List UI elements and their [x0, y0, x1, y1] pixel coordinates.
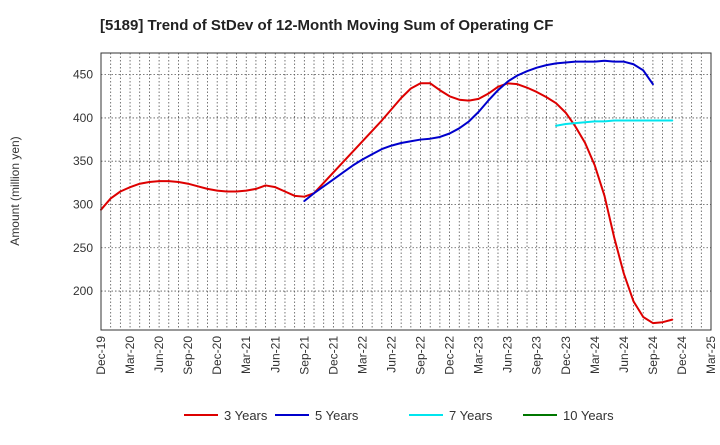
y-tick-label: 250 — [73, 241, 93, 255]
series-line-0 — [100, 82, 674, 325]
legend: 3 Years 5 Years 7 Years 10 Years — [184, 408, 614, 423]
x-tick-label: Mar-24 — [588, 336, 602, 374]
legend-label-0: 3 Years — [224, 408, 268, 423]
x-tick-label: Mar-22 — [355, 336, 369, 374]
legend-label-1: 5 Years — [315, 408, 359, 423]
series-line-2 — [555, 119, 674, 127]
x-tick-label: Dec-19 — [94, 336, 108, 375]
plot-frame — [100, 52, 712, 331]
x-tick-label: Sep-22 — [414, 336, 428, 375]
x-tick-label: Sep-23 — [530, 336, 544, 375]
y-axis-label: Amount (million yen) — [8, 136, 22, 245]
y-tick-labels: 200 250 300 350 400 450 — [73, 68, 93, 298]
y-tick-label: 200 — [73, 284, 93, 298]
x-tick-label: Dec-23 — [559, 336, 573, 375]
y-tick-label: 450 — [73, 68, 93, 82]
grid-layer — [100, 53, 712, 330]
y-tick-label: 300 — [73, 197, 93, 211]
x-tick-label: Mar-20 — [123, 336, 137, 374]
x-tick-label: Sep-21 — [297, 336, 311, 375]
legend-label-2: 7 Years — [449, 408, 493, 423]
x-tick-label: Dec-24 — [675, 336, 689, 375]
x-tick-label: Jun-21 — [268, 336, 282, 373]
x-tick-label: Mar-23 — [472, 336, 486, 374]
series-layer — [100, 59, 674, 325]
x-tick-label: Sep-24 — [646, 336, 660, 375]
x-tick-label: Mar-21 — [239, 336, 253, 374]
x-tick-label: Jun-23 — [501, 336, 515, 373]
x-tick-labels: Dec-19 Mar-20 Jun-20 Sep-20 Dec-20 Mar-21 Jun-… — [94, 336, 718, 375]
x-tick-label: Jun-22 — [384, 336, 398, 373]
legend-label-3: 10 Years — [563, 408, 614, 423]
x-tick-label: Dec-22 — [443, 336, 457, 375]
x-tick-label: Jun-20 — [152, 336, 166, 373]
y-tick-label: 350 — [73, 154, 93, 168]
series-line-1 — [303, 59, 654, 203]
chart-title: [5189] Trend of StDev of 12-Month Moving… — [100, 17, 553, 34]
x-tick-label: Dec-20 — [210, 336, 224, 375]
y-tick-label: 400 — [73, 111, 93, 125]
x-tick-label: Sep-20 — [181, 336, 195, 375]
x-tick-label: Dec-21 — [326, 336, 340, 375]
x-tick-label: Jun-24 — [617, 336, 631, 373]
x-tick-label: Mar-25 — [704, 336, 718, 374]
